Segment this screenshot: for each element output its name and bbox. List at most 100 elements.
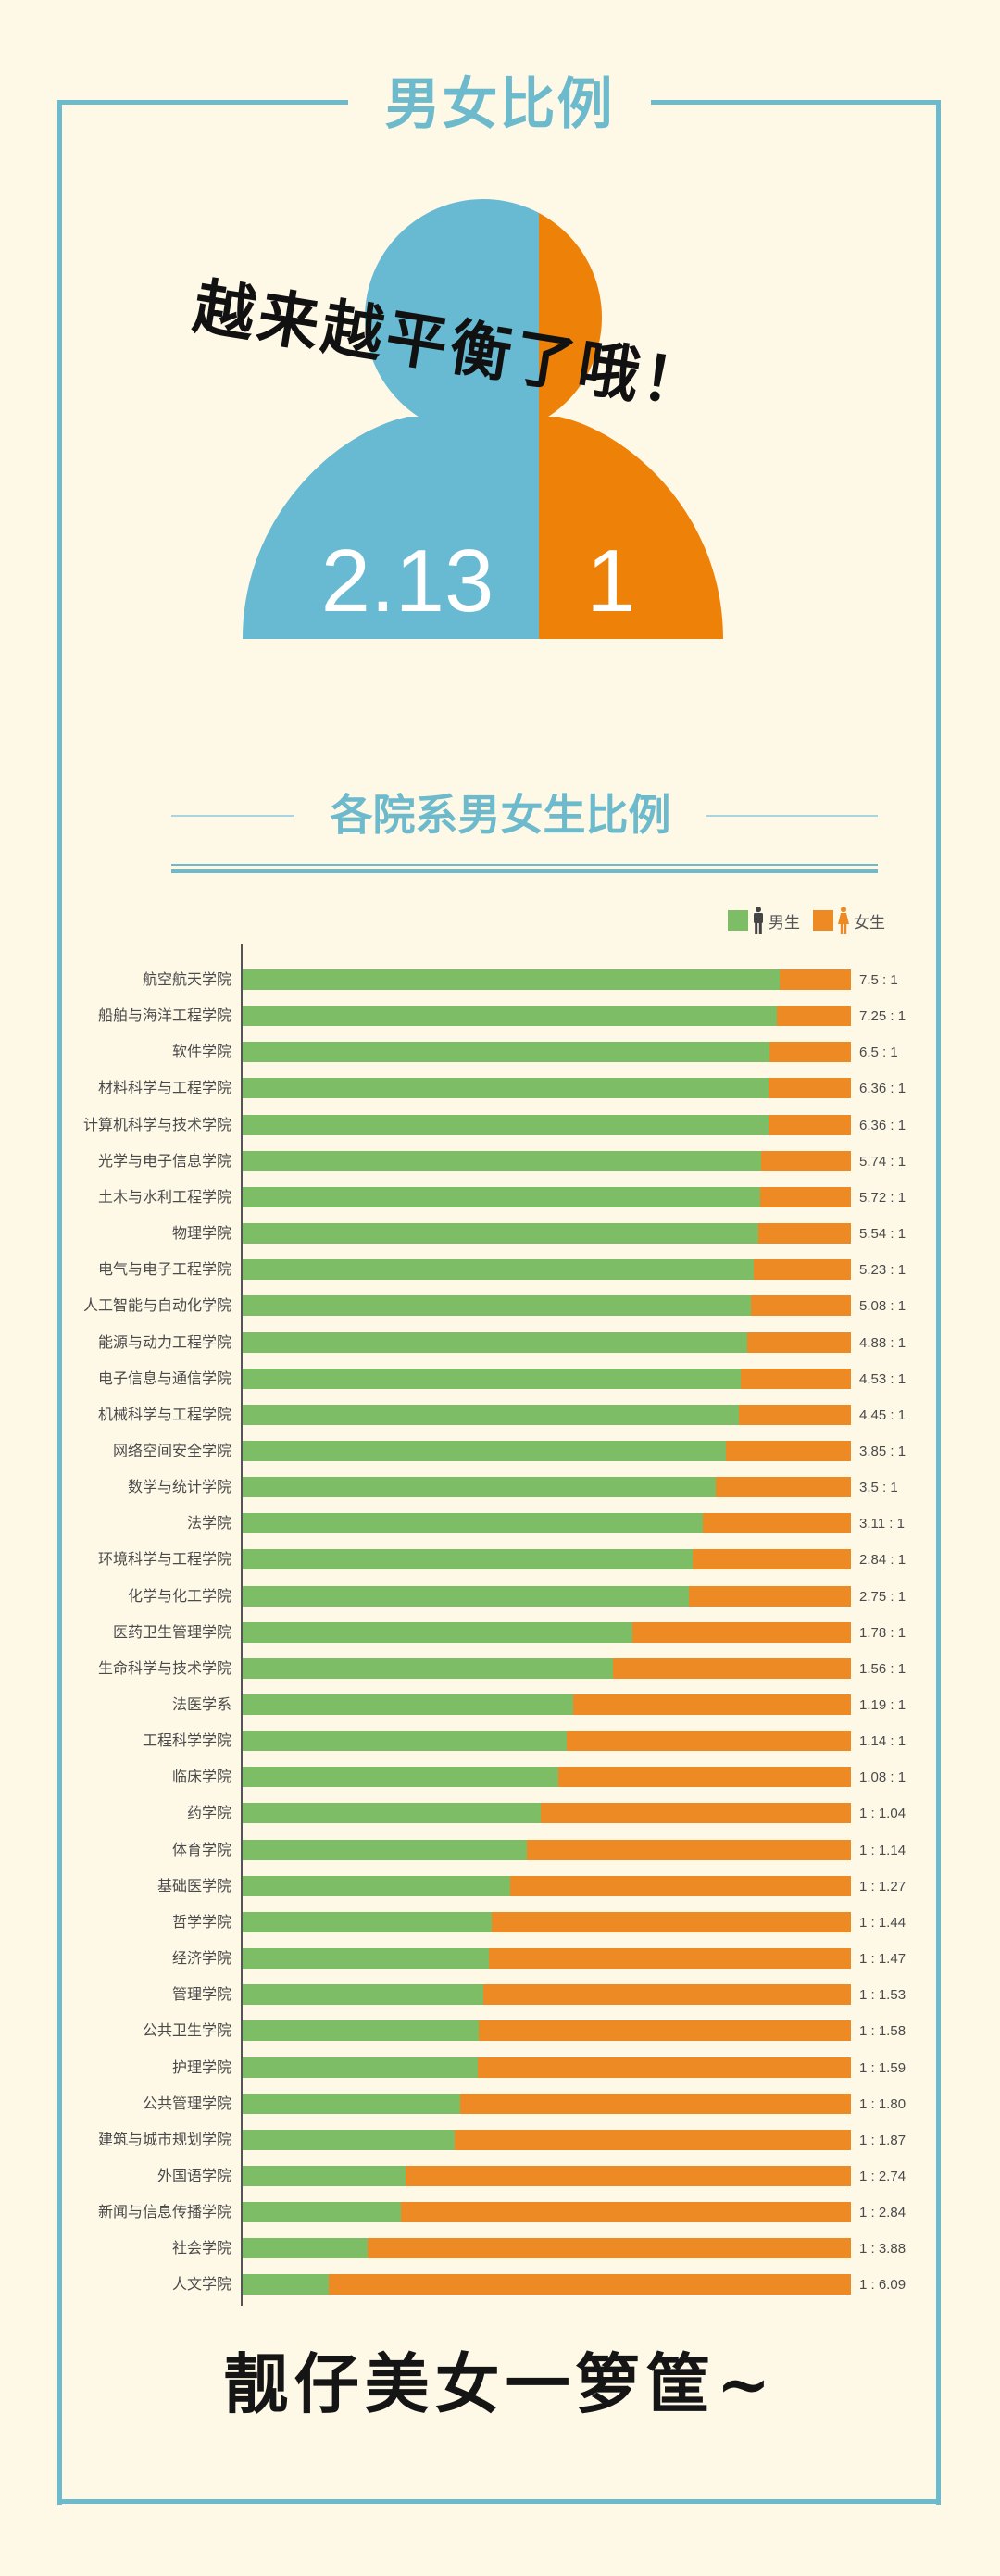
stacked-bar [243, 969, 851, 990]
row-ratio-value: 1 : 2.74 [859, 2169, 906, 2184]
bar-segment-male [243, 1042, 770, 1062]
chart-row: 数学与统计学院 3.5 : 1 [0, 1477, 1000, 1497]
chart-row: 计算机科学与技术学院 6.36 : 1 [0, 1115, 1000, 1135]
bar-segment-female [753, 1259, 851, 1280]
row-label: 社会学院 [171, 2239, 231, 2257]
bar-segment-male [243, 1513, 704, 1533]
row-label: 管理学院 [171, 1985, 231, 2003]
row-ratio-value: 1 : 1.27 [859, 1879, 906, 1894]
frame-top-left-border [57, 100, 348, 105]
row-ratio-value: 6.36 : 1 [859, 1081, 906, 1096]
bar-segment-male [243, 1731, 567, 1751]
legend-male-swatch [728, 910, 748, 931]
chart-row: 公共卫生学院 1 : 1.58 [0, 2020, 1000, 2041]
row-label: 人文学院 [171, 2275, 231, 2293]
bar-segment-female [747, 1332, 851, 1353]
stacked-bar [243, 1767, 851, 1787]
chart-row: 土木与水利工程学院 5.72 : 1 [0, 1187, 1000, 1207]
row-ratio-value: 1 : 1.58 [859, 2023, 906, 2039]
bar-segment-female [401, 2202, 851, 2222]
row-ratio-value: 1.14 : 1 [859, 1733, 906, 1749]
row-label: 新闻与信息传播学院 [97, 2203, 231, 2220]
row-ratio-value: 1 : 1.53 [859, 1987, 906, 2003]
bar-segment-male [243, 1876, 511, 1896]
frame-bottom-border [57, 2499, 941, 2504]
row-label: 人工智能与自动化学院 [82, 1296, 231, 1314]
bar-segment-female [613, 1658, 851, 1679]
row-label: 材料科学与工程学院 [97, 1079, 231, 1096]
row-label: 体育学院 [171, 1841, 231, 1858]
row-label: 化学与化工学院 [127, 1587, 231, 1605]
chart-y-axis [241, 944, 243, 2306]
bar-segment-male [243, 1295, 751, 1316]
frame-top-right-border [651, 100, 941, 105]
bar-segment-male [243, 1948, 490, 1969]
section-title-rule-right [706, 815, 878, 817]
row-label: 软件学院 [171, 1043, 231, 1060]
bar-segment-female [777, 1006, 851, 1026]
bar-segment-male [243, 1115, 769, 1135]
bar-segment-female [725, 1441, 851, 1461]
bar-segment-male [243, 1441, 726, 1461]
chart-row: 人工智能与自动化学院 5.08 : 1 [0, 1295, 1000, 1316]
stacked-bar [243, 1876, 851, 1896]
bar-segment-male [243, 1767, 559, 1787]
bar-segment-female [477, 2057, 851, 2078]
stacked-bar [243, 1912, 851, 1932]
row-ratio-value: 1 : 1.47 [859, 1951, 906, 1967]
bar-segment-female [478, 2020, 851, 2041]
stacked-bar [243, 1259, 851, 1280]
bar-segment-male [243, 2130, 455, 2150]
male-person-icon [754, 907, 763, 934]
stacked-bar [243, 1042, 851, 1062]
bar-segment-male [243, 2202, 402, 2222]
bar-segment-male [243, 1477, 716, 1497]
chart-row: 生命科学与技术学院 1.56 : 1 [0, 1658, 1000, 1679]
row-label: 工程科学学院 [142, 1732, 231, 1749]
row-label: 计算机科学与技术学院 [82, 1116, 231, 1133]
stacked-bar [243, 2238, 851, 2258]
bar-segment-male [243, 1006, 778, 1026]
row-label: 网络空间安全学院 [112, 1442, 231, 1459]
bar-segment-female [760, 1187, 851, 1207]
bar-segment-male [243, 1259, 754, 1280]
stacked-bar [243, 1078, 851, 1098]
bar-segment-female [489, 1948, 851, 1969]
row-ratio-value: 7.5 : 1 [859, 972, 898, 988]
row-ratio-value: 1 : 1.04 [859, 1806, 906, 1821]
bar-segment-female [769, 1042, 851, 1062]
chart-row: 光学与电子信息学院 5.74 : 1 [0, 1151, 1000, 1171]
row-label: 数学与统计学院 [127, 1478, 231, 1495]
row-label: 环境科学与工程学院 [97, 1550, 231, 1568]
bar-segment-male [243, 1840, 528, 1860]
chart-row: 网络空间安全学院 3.85 : 1 [0, 1441, 1000, 1461]
section-divider-thick [171, 869, 878, 873]
bar-segment-male [243, 2274, 329, 2295]
row-ratio-value: 1 : 6.09 [859, 2277, 906, 2293]
bar-segment-female [692, 1549, 851, 1569]
row-ratio-value: 1.08 : 1 [859, 1769, 906, 1785]
legend-female-label: 女生 [854, 913, 885, 932]
chart-row: 法医学系 1.19 : 1 [0, 1694, 1000, 1715]
bar-segment-female [716, 1477, 851, 1497]
frame-left-border [57, 100, 62, 2505]
chart-row: 管理学院 1 : 1.53 [0, 1984, 1000, 2005]
stacked-bar [243, 1694, 851, 1715]
stacked-bar [243, 2166, 851, 2186]
row-label: 航空航天学院 [142, 970, 231, 988]
bar-segment-female [741, 1369, 851, 1389]
row-ratio-value: 7.25 : 1 [859, 1008, 906, 1024]
row-label: 生命科学与技术学院 [97, 1659, 231, 1677]
row-label: 船舶与海洋工程学院 [97, 1007, 231, 1024]
stacked-bar [243, 1731, 851, 1751]
person-ratio-figure [243, 199, 723, 639]
chart-row: 医药卫生管理学院 1.78 : 1 [0, 1622, 1000, 1643]
stacked-bar [243, 1369, 851, 1389]
chart-row: 环境科学与工程学院 2.84 : 1 [0, 1549, 1000, 1569]
chart-row: 化学与化工学院 2.75 : 1 [0, 1586, 1000, 1607]
stacked-bar [243, 1622, 851, 1643]
bar-segment-female [558, 1767, 851, 1787]
chart-row: 药学院 1 : 1.04 [0, 1803, 1000, 1823]
bar-segment-female [367, 2238, 851, 2258]
chart-row: 哲学学院 1 : 1.44 [0, 1912, 1000, 1932]
